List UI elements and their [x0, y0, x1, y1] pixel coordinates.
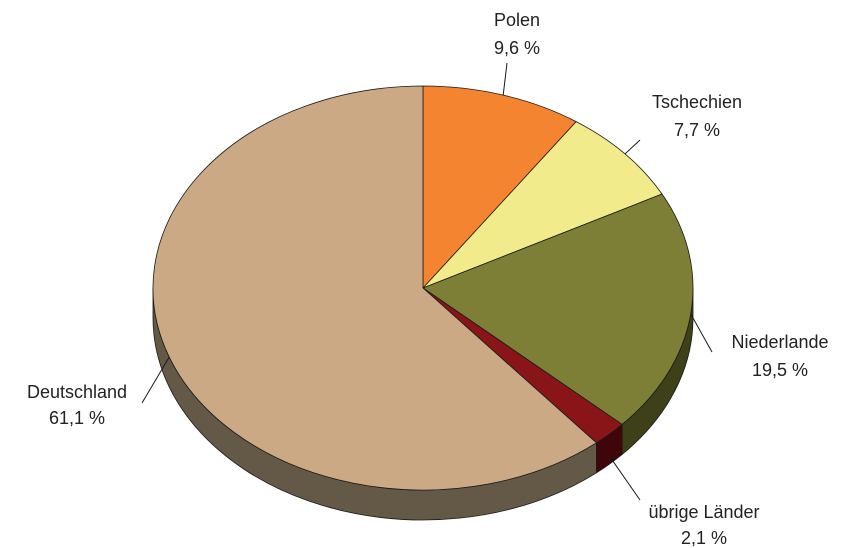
label-leader-lines: [141, 62, 713, 501]
leader-line-uebrige-laender: [609, 456, 641, 501]
slice-value-polen: 9,6 %: [494, 38, 540, 58]
pie-slice-tschechien: [422, 121, 663, 289]
leader-line-deutschland: [141, 356, 170, 404]
slice-label-deutschland: Deutschland: [27, 382, 127, 402]
slice-label-polen: Polen: [494, 10, 540, 30]
pie-top-faces: [152, 85, 694, 491]
slice-label-tschechien: Tschechien: [652, 92, 742, 112]
slice-value-niederlande: 19,5 %: [752, 360, 808, 380]
slice-label-niederlande: Niederlande: [731, 332, 828, 352]
slice-label-uebrige-laender: übrige Länder: [648, 502, 759, 522]
slice-value-uebrige-laender: 2,1 %: [681, 528, 727, 548]
leader-line-polen: [502, 62, 508, 96]
slice-labels: Polen 9,6 % Tschechien 7,7 % Niederlande…: [27, 10, 829, 548]
pie-slice-niederlande: [422, 193, 694, 425]
leader-line-tschechien: [624, 139, 641, 155]
leader-line-niederlande: [690, 313, 713, 353]
slice-value-deutschland: 61,1 %: [49, 408, 105, 428]
slice-value-tschechien: 7,7 %: [674, 120, 720, 140]
